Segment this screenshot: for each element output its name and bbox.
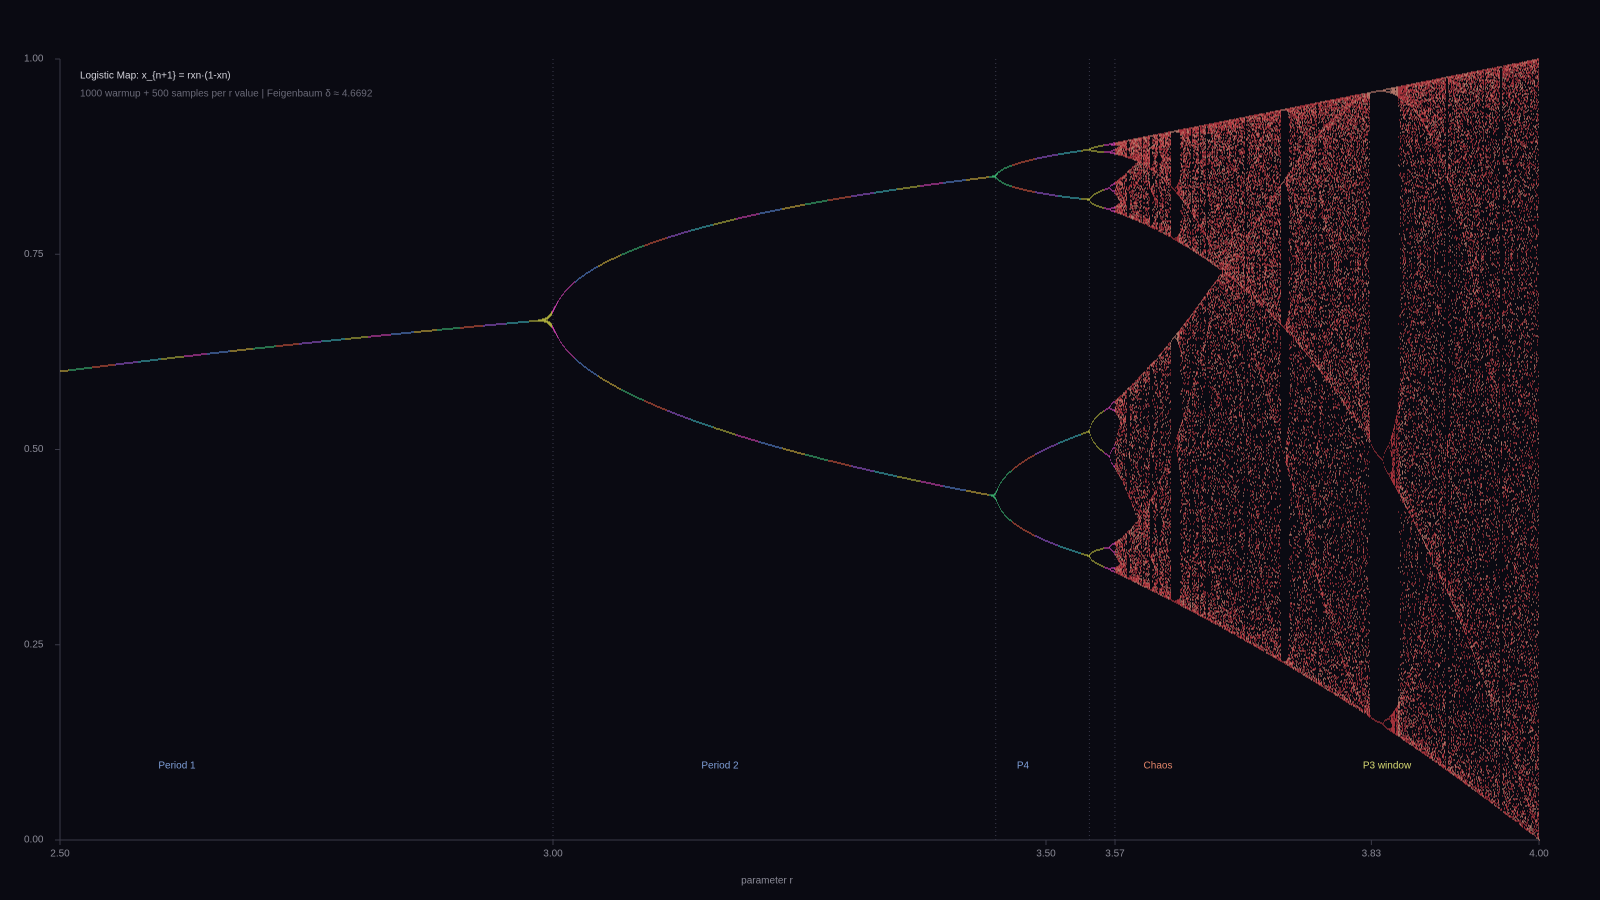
orbit-points — [184, 142, 1115, 573]
x-tick-label: 3.83 — [1362, 849, 1382, 860]
y-tick-label: 0.00 — [24, 835, 44, 846]
bifurcation-cloud — [60, 58, 1540, 841]
chart-subtitle: 1000 warmup + 500 samples per r value | … — [80, 89, 373, 100]
orbit-points — [69, 165, 1012, 522]
region-label: Chaos — [1144, 761, 1173, 772]
y-tick-label: 1.00 — [24, 54, 44, 65]
region-label: P4 — [1017, 761, 1030, 772]
y-tick-label: 0.25 — [24, 639, 44, 650]
orbit-points — [1115, 58, 1539, 838]
orbit-points — [161, 144, 1104, 568]
x-tick-label: 3.00 — [543, 849, 563, 860]
x-tick-label: 3.57 — [1105, 849, 1125, 860]
orbit-points — [60, 176, 989, 496]
orbit-points — [138, 150, 1081, 554]
y-tick-label: 0.75 — [24, 249, 44, 260]
region-label: Period 2 — [701, 761, 739, 772]
orbit-points — [207, 179, 966, 491]
orbit-points — [115, 154, 1058, 546]
x-axis-label: parameter r — [741, 876, 793, 887]
x-tick-label: 2.50 — [50, 849, 70, 860]
x-tick-label: 4.00 — [1529, 849, 1549, 860]
orbit-points — [1115, 58, 1540, 841]
chart-title: Logistic Map: x_{n+1} = rxn·(1-xn) — [80, 71, 231, 82]
y-tick-label: 0.50 — [24, 444, 44, 455]
orbit-points — [92, 158, 1035, 537]
region-label: Period 1 — [158, 761, 196, 772]
x-tick-label: 3.50 — [1036, 849, 1056, 860]
region-label: P3 window — [1363, 761, 1412, 772]
